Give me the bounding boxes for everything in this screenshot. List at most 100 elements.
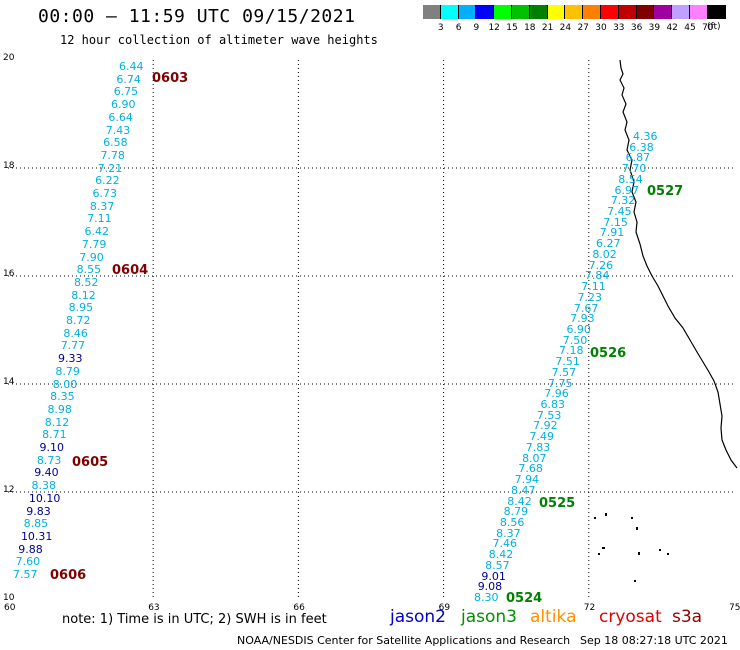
colorbar-swatch <box>476 5 495 19</box>
wave-height-value: 7.67 <box>573 301 599 315</box>
wave-height-value: 7.46 <box>492 537 517 551</box>
colorbar-swatch <box>601 5 619 19</box>
wave-height-value: 8.73 <box>36 453 62 467</box>
page-subtitle: 12 hour collection of altimeter wave hei… <box>60 33 378 47</box>
wave-height-value: 9.33 <box>58 352 83 366</box>
wave-height-value: 4.36 <box>633 130 658 143</box>
wave-height-value: 7.23 <box>577 290 603 304</box>
wave-height-value: 7.79 <box>81 237 107 251</box>
wave-height-value: 6.64 <box>108 110 133 124</box>
wave-height-value: 8.38 <box>31 479 57 493</box>
wave-height-value: 7.96 <box>544 387 569 401</box>
footer-timestamp: Sep 18 08:27:18 UTC 2021 <box>580 634 728 647</box>
wave-height-value: 7.53 <box>536 408 562 422</box>
pass-time-label: 0525 <box>539 496 576 511</box>
wave-height-value: 6.90 <box>111 98 136 112</box>
wave-height-value: 8.52 <box>73 275 99 289</box>
colorbar-swatch <box>636 5 655 19</box>
colorbar-swatch <box>458 5 477 19</box>
wave-height-value: 9.08 <box>477 580 503 594</box>
longitude-label: 63 <box>148 603 160 613</box>
longitude-label: 69 <box>438 603 451 613</box>
colorbar-label: 15 <box>506 23 518 33</box>
colorbar-label: 12 <box>488 23 500 33</box>
wave-height-value: 8.47 <box>510 483 536 497</box>
wave-height-value: 7.51 <box>555 355 580 369</box>
wave-height-value: 7.57 <box>13 568 38 581</box>
wave-height-value: 6.58 <box>103 136 128 150</box>
colorbar-label: 3 <box>437 23 444 33</box>
wave-height-value: 7.11 <box>581 280 606 294</box>
colorbar-label: 30 <box>595 23 607 33</box>
wave-height-value: 7.68 <box>518 462 543 476</box>
wave-height-value: 9.01 <box>481 569 506 583</box>
wave-height-value: 7.93 <box>570 312 595 326</box>
wave-height-value: 7.18 <box>559 344 584 358</box>
wave-height-value: 8.35 <box>50 390 75 404</box>
wave-height-value: 8.12 <box>71 288 96 302</box>
wave-height-value: 8.57 <box>485 558 510 572</box>
wave-height-value: 8.30 <box>474 591 499 604</box>
wave-height-value: 6.42 <box>84 225 110 239</box>
wave-height-value: 7.91 <box>599 226 625 240</box>
wave-height-value: 7.77 <box>60 339 86 353</box>
wave-height-value: 7.75 <box>547 376 573 390</box>
satellite-legend-item: jason3 <box>461 607 517 627</box>
wave-height-value: 8.72 <box>66 314 91 327</box>
satellite-legend-item: cryosat <box>599 607 662 627</box>
wave-height-value: 6.38 <box>629 140 654 154</box>
colorbar-label: 39 <box>648 23 661 33</box>
colorbar-swatch <box>654 5 673 19</box>
satellite-legend-item: s3a <box>672 607 703 627</box>
coastline <box>619 59 738 469</box>
colorbar-swatch <box>512 5 530 19</box>
wave-height-value: 8.46 <box>63 326 88 340</box>
satellite-legend-item: altika <box>530 607 577 627</box>
wave-height-value: 6.97 <box>614 183 640 197</box>
wave-height-value: 8.00 <box>52 377 78 391</box>
pass-time-label: 0603 <box>152 71 189 86</box>
wave-height-value: 7.84 <box>584 269 610 283</box>
wave-height-value: 9.88 <box>18 542 43 556</box>
pass-time-label: 0527 <box>647 184 684 199</box>
map-grid <box>8 60 734 600</box>
wave-height-value: 8.37 <box>89 199 115 213</box>
colorbar-label: 42 <box>666 23 678 33</box>
satellite-legend-item: jason2 <box>390 607 446 627</box>
wave-height-value: 7.90 <box>79 250 104 264</box>
wave-height-value: 7.45 <box>607 205 632 219</box>
footer-note: note: 1) Time is in UTC; 2) SWH is in fe… <box>62 612 327 627</box>
islands <box>594 513 669 582</box>
wave-height-value: 6.90 <box>566 322 591 336</box>
colorbar-swatch <box>672 5 690 19</box>
latitude-label: 10 <box>3 593 15 603</box>
wave-height-value: 7.83 <box>525 440 551 454</box>
wave-height-value: 6.27 <box>596 237 621 251</box>
wave-height-value: 8.02 <box>592 247 617 261</box>
wave-height-value: 9.83 <box>26 504 51 518</box>
colorbar-label: 18 <box>524 23 536 33</box>
colorbar-label: 24 <box>559 23 572 33</box>
wave-height-value: 7.43 <box>105 123 131 137</box>
colorbar-swatch <box>529 5 548 19</box>
pass-time-label: 0526 <box>590 346 627 361</box>
pass-time-label: 0604 <box>112 263 149 278</box>
colorbar-label: 70 <box>702 23 714 33</box>
wave-height-value: 7.26 <box>588 258 614 272</box>
colorbar-swatch <box>690 5 708 19</box>
page-title: 00:00 – 11:59 UTC 09/15/2021 <box>38 6 356 27</box>
colorbar-swatch <box>440 5 459 19</box>
latitude-label: 18 <box>3 161 15 171</box>
longitude-label: 75 <box>729 603 740 613</box>
wave-height-value: 8.95 <box>68 301 94 315</box>
wave-height-value: 10.10 <box>28 491 61 505</box>
wave-height-value: 8.56 <box>499 515 525 529</box>
wave-height-value: 10.31 <box>20 529 53 543</box>
wave-height-value: 7.21 <box>97 161 123 175</box>
pass-time-label: 0524 <box>506 591 543 606</box>
wave-height-value: 8.79 <box>55 364 80 378</box>
wave-height-value: 8.54 <box>618 172 643 186</box>
wave-height-value: 6.74 <box>116 72 141 86</box>
colorbar-label: 21 <box>541 23 554 33</box>
